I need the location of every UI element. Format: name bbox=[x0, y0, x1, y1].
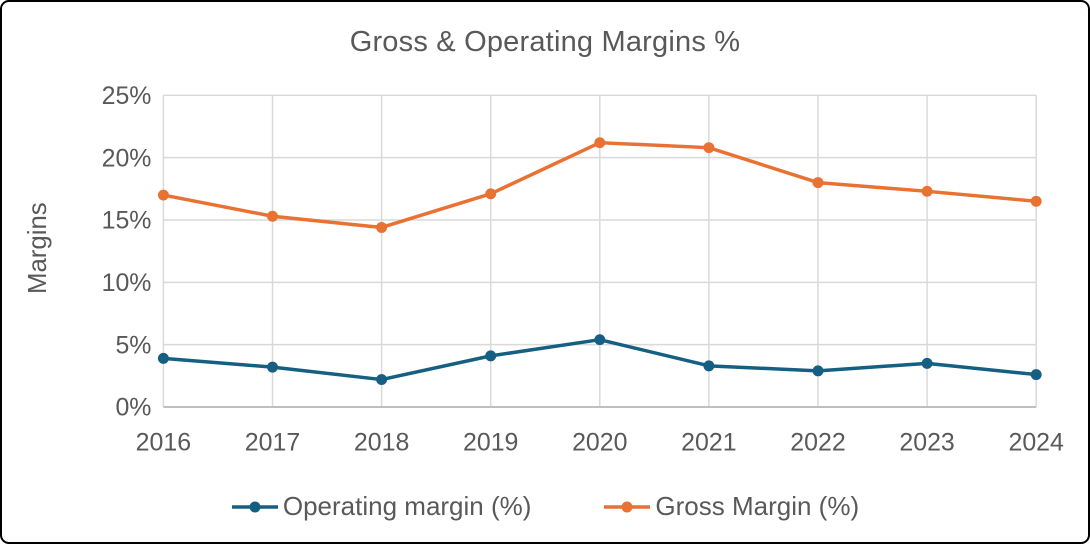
legend-marker-gross-margin-icon bbox=[604, 501, 651, 512]
x-tick-label: 2021 bbox=[681, 429, 736, 457]
data-point-operating-margin bbox=[703, 360, 715, 372]
x-tick-label: 2017 bbox=[245, 429, 300, 457]
data-point-gross-margin bbox=[921, 185, 933, 197]
legend-label-operating-margin: Operating margin (%) bbox=[282, 491, 532, 521]
x-tick-label: 2019 bbox=[463, 429, 518, 457]
x-tick-label: 2020 bbox=[572, 429, 627, 457]
data-point-gross-margin bbox=[594, 137, 606, 149]
data-point-operating-margin bbox=[1030, 369, 1042, 381]
data-point-operating-margin bbox=[594, 334, 606, 346]
legend-dot bbox=[621, 501, 633, 512]
y-tick-label: 5% bbox=[115, 331, 151, 359]
legend-item-gross-margin: Gross Margin (%) bbox=[603, 491, 859, 522]
data-point-gross-margin bbox=[1030, 195, 1042, 207]
data-point-operating-margin bbox=[485, 350, 497, 362]
data-point-operating-margin bbox=[267, 361, 278, 373]
data-point-operating-margin bbox=[157, 352, 169, 364]
data-point-operating-margin bbox=[921, 357, 933, 369]
x-tick-label: 2023 bbox=[899, 429, 954, 457]
x-tick-label: 2024 bbox=[1008, 429, 1064, 457]
data-point-operating-margin bbox=[812, 365, 824, 377]
x-tick-label: 2022 bbox=[790, 429, 845, 457]
legend-marker-operating-margin-icon bbox=[231, 501, 278, 512]
y-tick-label: 20% bbox=[102, 144, 152, 172]
data-point-gross-margin bbox=[157, 189, 169, 201]
chart-title: Gross & Operating Margins % bbox=[349, 26, 741, 58]
x-tick-label: 2018 bbox=[354, 429, 409, 457]
legend-dot bbox=[249, 501, 261, 512]
y-tick-label: 25% bbox=[102, 82, 152, 110]
data-point-gross-margin bbox=[267, 210, 278, 222]
data-point-gross-margin bbox=[376, 222, 388, 233]
legend: Operating margin (%) Gross Margin (%) bbox=[2, 491, 1088, 522]
data-point-gross-margin bbox=[485, 188, 497, 200]
y-axis-title: Margins bbox=[24, 202, 52, 294]
y-tick-label: 0% bbox=[115, 394, 151, 422]
legend-label-gross-margin: Gross Margin (%) bbox=[655, 491, 860, 521]
legend-item-operating-margin: Operating margin (%) bbox=[231, 491, 532, 522]
y-tick-label: 10% bbox=[102, 269, 152, 297]
data-point-operating-margin bbox=[376, 374, 388, 386]
y-tick-label: 15% bbox=[102, 207, 152, 235]
data-point-gross-margin bbox=[812, 177, 824, 189]
data-point-gross-margin bbox=[703, 142, 715, 154]
x-tick-label: 2016 bbox=[136, 429, 191, 457]
